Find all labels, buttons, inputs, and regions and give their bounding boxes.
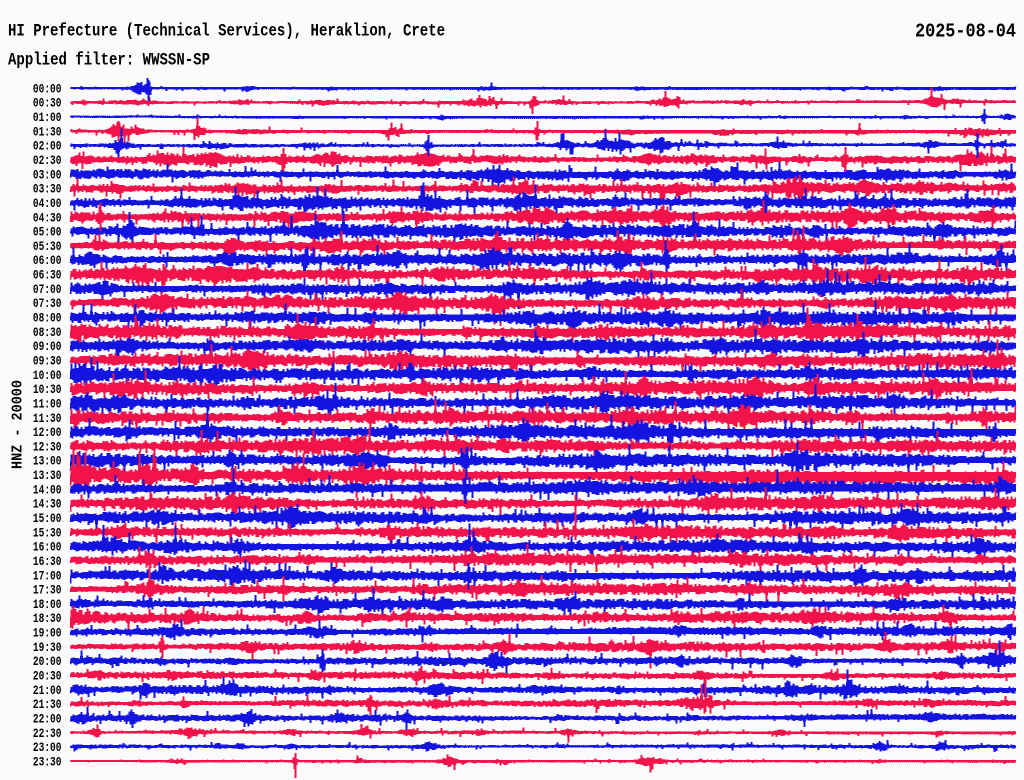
svg-text:23:00: 23:00 xyxy=(33,740,62,755)
svg-text:16:30: 16:30 xyxy=(33,554,62,569)
svg-text:11:00: 11:00 xyxy=(33,396,62,411)
svg-text:04:00: 04:00 xyxy=(33,196,62,211)
svg-text:21:30: 21:30 xyxy=(33,697,62,712)
svg-text:03:30: 03:30 xyxy=(33,182,62,197)
svg-text:2025-08-04: 2025-08-04 xyxy=(915,20,1016,42)
svg-text:20:00: 20:00 xyxy=(33,654,62,669)
svg-text:19:30: 19:30 xyxy=(33,640,62,655)
svg-text:18:00: 18:00 xyxy=(33,597,62,612)
svg-text:HI Prefecture (Technical Servi: HI Prefecture (Technical Services), Hera… xyxy=(8,23,445,42)
svg-text:21:00: 21:00 xyxy=(33,683,62,698)
svg-text:12:30: 12:30 xyxy=(33,439,62,454)
svg-text:05:00: 05:00 xyxy=(33,225,62,240)
svg-text:14:30: 14:30 xyxy=(33,497,62,512)
svg-text:18:30: 18:30 xyxy=(33,611,62,626)
svg-text:07:00: 07:00 xyxy=(33,282,62,297)
svg-text:08:30: 08:30 xyxy=(33,325,62,340)
svg-text:20:30: 20:30 xyxy=(33,669,62,684)
svg-text:05:30: 05:30 xyxy=(33,239,62,254)
svg-text:03:00: 03:00 xyxy=(33,167,62,182)
svg-text:06:30: 06:30 xyxy=(33,268,62,283)
svg-text:15:00: 15:00 xyxy=(33,511,62,526)
svg-text:19:00: 19:00 xyxy=(33,626,62,641)
svg-text:15:30: 15:30 xyxy=(33,525,62,540)
svg-text:22:30: 22:30 xyxy=(33,726,62,741)
svg-text:02:30: 02:30 xyxy=(33,153,62,168)
svg-text:17:00: 17:00 xyxy=(33,568,62,583)
svg-text:13:00: 13:00 xyxy=(33,454,62,469)
svg-text:02:00: 02:00 xyxy=(33,139,62,154)
svg-text:00:00: 00:00 xyxy=(33,81,62,96)
svg-text:HNZ - 20000: HNZ - 20000 xyxy=(10,380,27,469)
svg-text:04:30: 04:30 xyxy=(33,210,62,225)
svg-text:10:00: 10:00 xyxy=(33,368,62,383)
svg-text:07:30: 07:30 xyxy=(33,296,62,311)
svg-text:11:30: 11:30 xyxy=(33,411,62,426)
svg-text:Applied filter: WWSSN-SP: Applied filter: WWSSN-SP xyxy=(8,51,210,70)
svg-text:01:00: 01:00 xyxy=(33,110,62,125)
svg-text:00:30: 00:30 xyxy=(33,96,62,111)
svg-text:09:00: 09:00 xyxy=(33,339,62,354)
svg-text:22:00: 22:00 xyxy=(33,712,62,727)
svg-text:17:30: 17:30 xyxy=(33,583,62,598)
svg-text:12:00: 12:00 xyxy=(33,425,62,440)
svg-text:23:30: 23:30 xyxy=(33,754,62,769)
svg-text:13:30: 13:30 xyxy=(33,468,62,483)
svg-text:09:30: 09:30 xyxy=(33,354,62,369)
svg-text:14:00: 14:00 xyxy=(33,482,62,497)
svg-text:08:00: 08:00 xyxy=(33,311,62,326)
svg-text:06:00: 06:00 xyxy=(33,253,62,268)
svg-text:16:00: 16:00 xyxy=(33,540,62,555)
svg-text:01:30: 01:30 xyxy=(33,124,62,139)
svg-text:10:30: 10:30 xyxy=(33,382,62,397)
